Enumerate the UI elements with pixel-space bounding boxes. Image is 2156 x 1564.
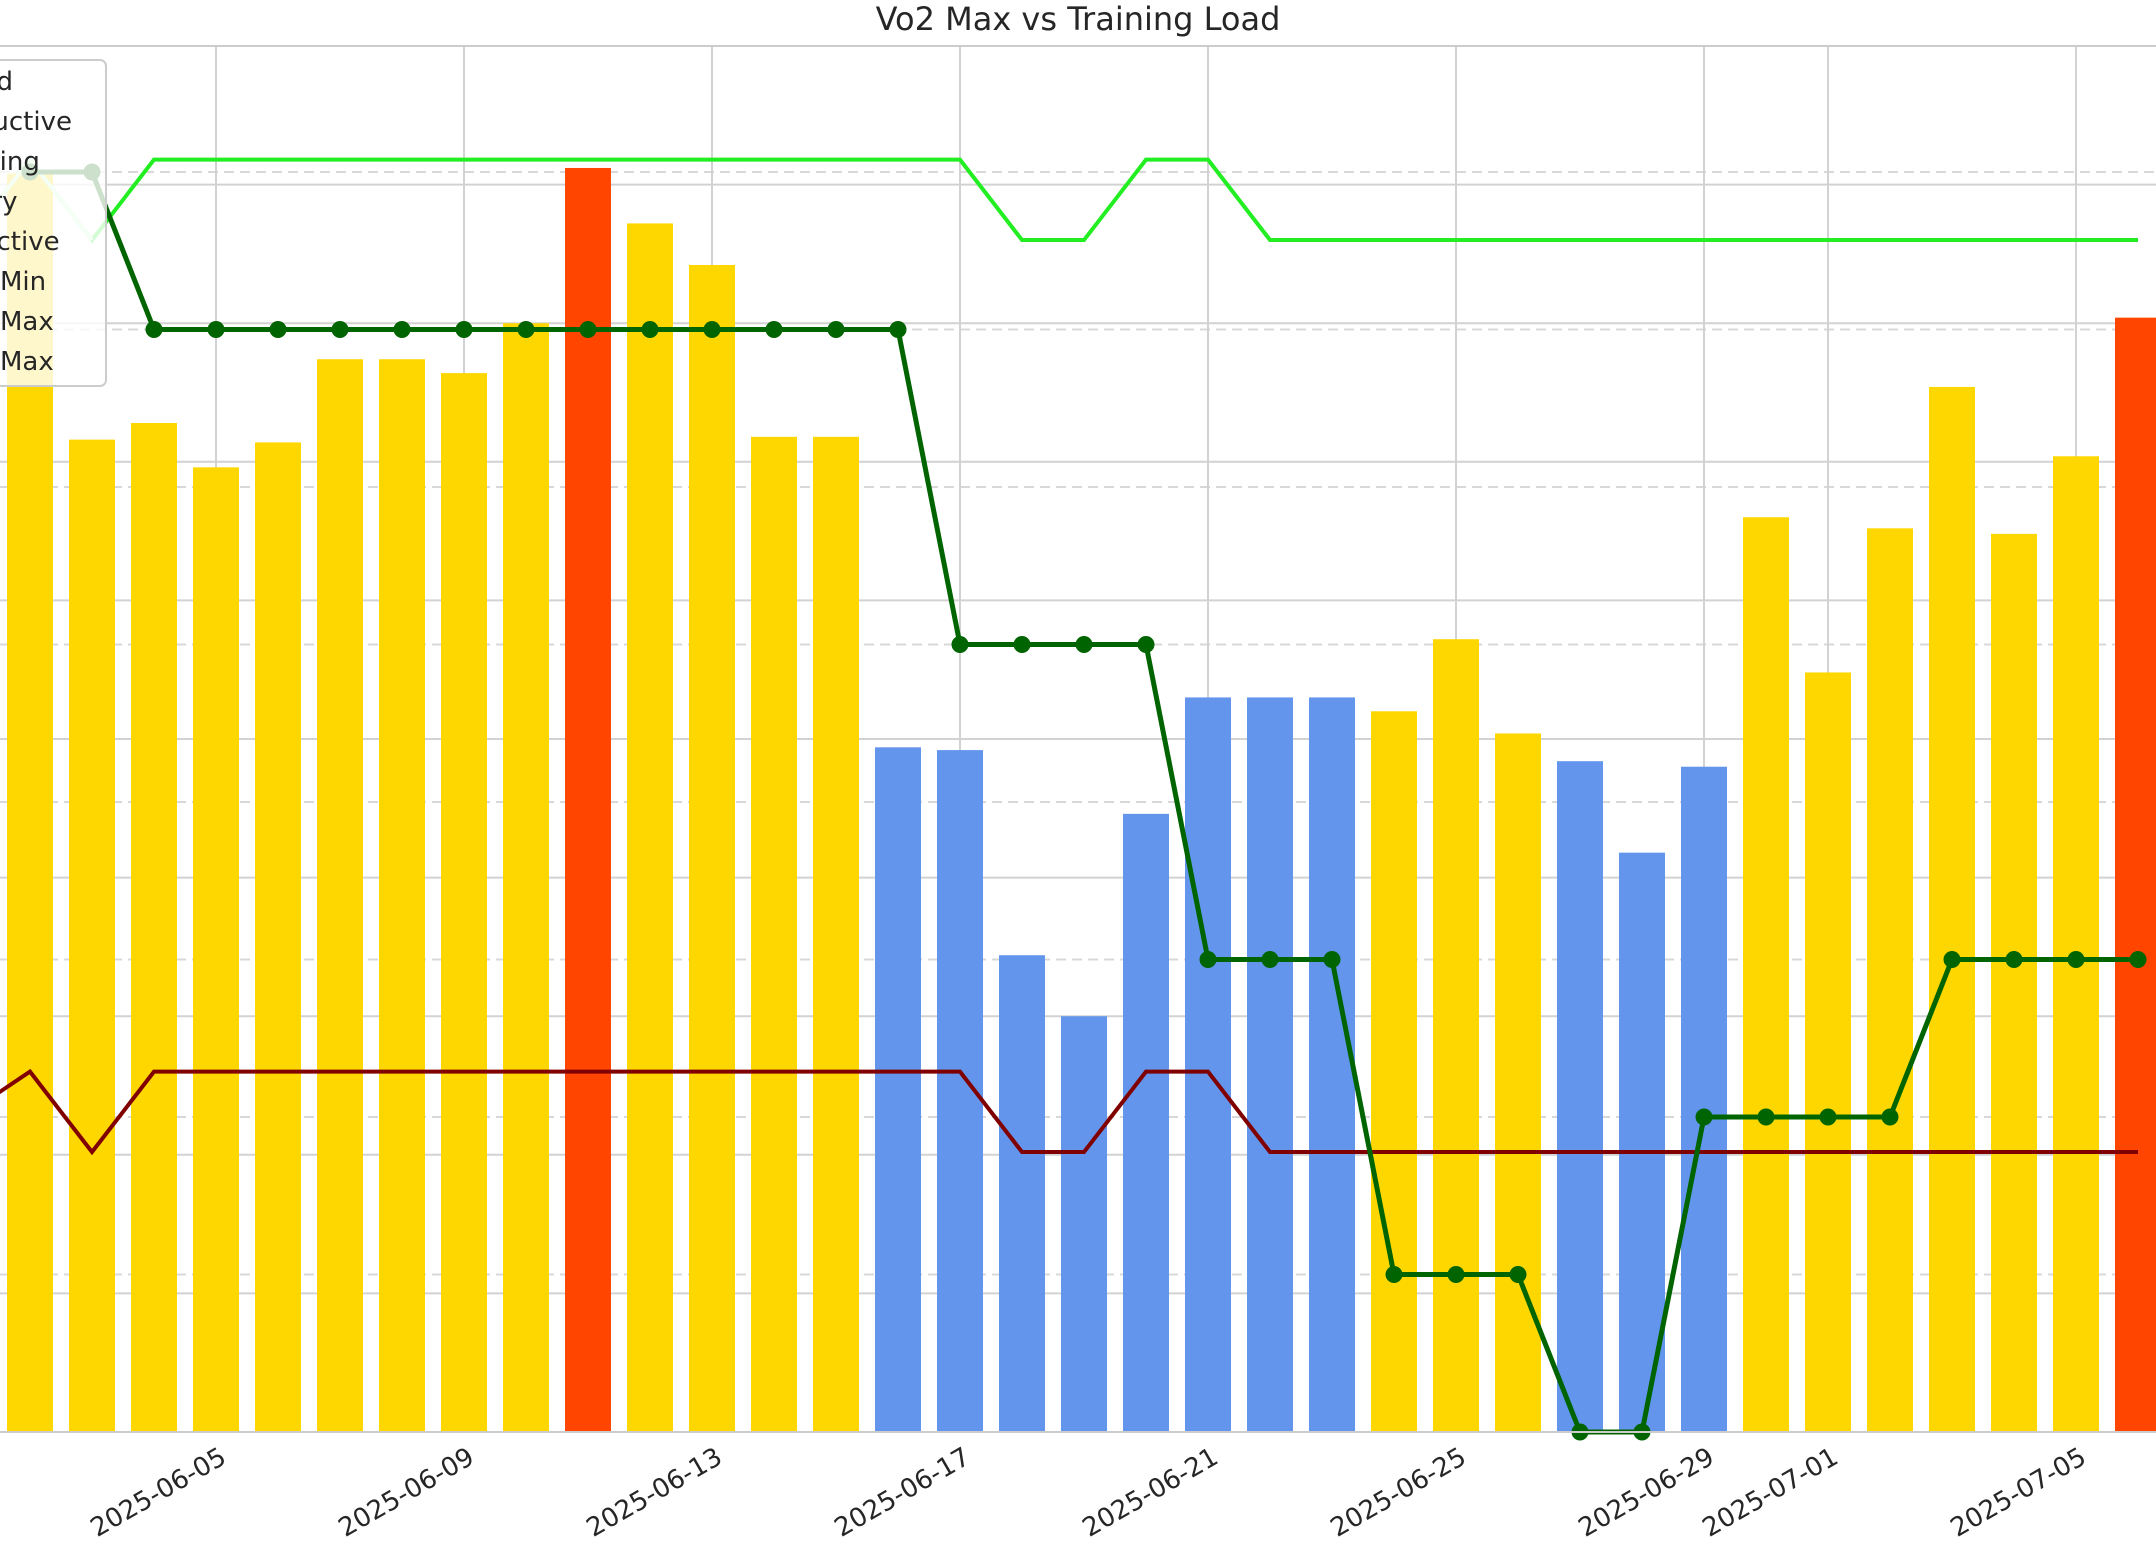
lower-range-line [0,1068,2138,1156]
vo2-point [331,321,349,338]
legend-entry: uctive [0,227,60,257]
load-bar [1123,813,1169,1432]
load-bar [1371,711,1417,1432]
vo2-point [145,321,163,338]
load-bar [627,223,673,1433]
legend-entry: nd [0,67,13,97]
x-tick-label: 2025-06-21 [1078,1442,1224,1544]
vo2-point [1447,1266,1465,1283]
x-tick-label: 2025-06-13 [582,1442,728,1544]
load-bar [1495,733,1541,1432]
load-bar [255,442,301,1432]
x-axis-ticks: 2025-06-05 2025-06-09 2025-06-13 2025-06-17… [86,1442,2092,1544]
load-bars [7,167,2156,1433]
vo2-point [455,321,473,338]
vo2-point [1695,1108,1713,1126]
load-bar [1309,697,1355,1432]
load-bar [317,359,363,1433]
vo2-point [579,321,597,338]
vo2-point [1261,951,1279,968]
load-bar [1061,1016,1107,1432]
vo2-point [1509,1266,1527,1283]
legend-entry: aining [0,147,40,177]
vo2-point [517,321,535,338]
vo2-point [1943,951,1961,968]
x-tick-label: 2025-06-29 [1574,1442,1720,1544]
load-bar [131,422,177,1432]
vo2-point [1075,636,1093,653]
load-bar [2115,317,2156,1432]
vo2-point [1385,1266,1403,1283]
load-bar [1557,761,1603,1432]
load-bar [813,436,859,1432]
x-tick-label: 2025-06-17 [830,1442,976,1544]
plot-frame [0,45,2156,1433]
legend: nd oductive aining very uctive Min Max Max [0,59,107,387]
load-bar [1619,852,1665,1432]
x-tick-label: 2025-06-09 [334,1442,480,1544]
chart-title: Vo2 Max vs Training Load [875,0,1281,38]
vo2-point [2067,951,2085,968]
load-bar [1991,533,2037,1432]
vo2-point [1013,636,1031,653]
vo2-point [951,636,969,653]
legend-entry: oductive [0,107,72,137]
vo2-point [765,321,783,338]
vo2-point [2129,951,2147,968]
load-bar [193,467,239,1432]
x-tick-label: 2025-07-01 [1698,1442,1844,1544]
legend-entry: Min [0,267,46,297]
load-bar [689,264,735,1432]
vo2-point [1881,1108,1899,1126]
load-bar [565,167,611,1432]
legend-entry: very [0,187,17,217]
load-bar [1867,528,1913,1432]
vo2-point [1819,1108,1837,1126]
vo2-point [889,321,907,338]
load-bar [1681,766,1727,1432]
vo2-point [703,321,721,338]
x-tick-label: 2025-06-05 [86,1442,232,1544]
load-bar [503,323,549,1433]
vo2-point [2005,951,2023,968]
load-bar [999,955,1045,1432]
x-tick-label: 2025-07-05 [1946,1442,2092,1544]
load-bar [2053,456,2099,1433]
vo2-point [269,321,287,338]
load-bar [1247,697,1293,1432]
legend-box [0,59,107,387]
load-bar [1433,639,1479,1432]
vo2-point [1199,951,1217,968]
vo2-point [1137,636,1155,653]
legend-entry: Max [0,307,54,337]
load-bar [751,436,797,1432]
vo2-point [393,321,411,338]
legend-entry: Max [0,347,54,377]
load-bar [1743,517,1789,1432]
vo2-point [641,321,659,338]
load-bar [1185,697,1231,1432]
load-bar [1805,672,1851,1432]
vo2-point [1757,1108,1775,1126]
load-bar [441,373,487,1433]
load-bar [875,747,921,1432]
vo2-point [827,321,845,338]
vo2-point [1323,951,1341,968]
x-tick-label: 2025-06-25 [1326,1442,1472,1544]
load-bar [69,439,115,1432]
load-bar [1929,386,1975,1432]
vo2-point [207,321,225,338]
load-bar [379,359,425,1433]
